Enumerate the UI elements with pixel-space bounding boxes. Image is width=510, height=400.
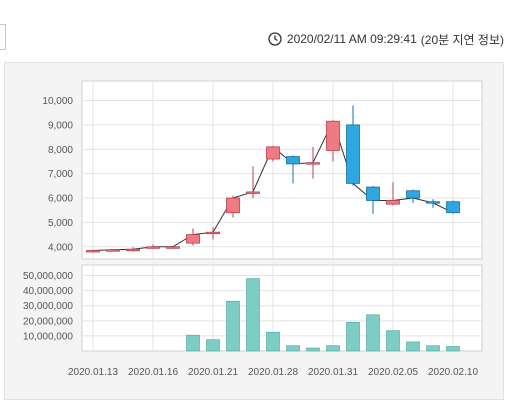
price-tick-label: 10,000 [42,96,73,107]
candle-body [426,201,440,204]
volume-bar [246,278,260,352]
volume-plot-area: 10,000,000 20,000,000 30,000,000 40,000,000… [23,264,483,352]
candle-up [146,244,160,249]
volume-bar [226,300,240,352]
volume-bar [446,346,460,352]
price-tick-label: 4,000 [48,242,73,253]
date-axis: 2020.01.13 2020.01.16 2020.01.21 2020.01.28… [68,367,478,378]
candle-body [226,197,240,214]
timestamp-header: 2020/02/11 AM 09:29:41 (20분 지연 정보) [268,30,504,48]
candle-body [326,120,340,151]
candle-body [446,201,460,214]
volume-bar [426,345,440,352]
candle-up [386,182,400,206]
candle-down [446,200,460,214]
date-tick-label: 2020.02.05 [368,367,418,378]
delay-note: (20분 지연 정보) [420,32,504,47]
volume-bar [386,330,400,352]
volume-bar [346,322,360,352]
volume-bar [406,341,420,352]
candle-up [246,166,260,199]
date-tick-label: 2020.01.13 [68,367,118,378]
candle-body [266,146,280,160]
date-tick-label: 2020.01.28 [248,367,298,378]
candle-up [206,227,220,240]
candle-up [306,146,320,179]
date-tick-label: 2020.01.16 [128,367,178,378]
candle-body [386,200,400,205]
price-tick-label: 8,000 [48,145,73,156]
volume-bar [186,334,200,352]
candle-body [186,234,200,244]
candle-down [406,189,420,203]
volume-tick-label: 50,000,000 [23,271,73,282]
candle-up [226,195,240,218]
candle-body [246,191,260,194]
volume-bar [306,347,320,352]
candle-up [326,120,340,162]
candle-up [106,249,120,252]
candle-up [266,145,280,162]
candle-body [286,156,300,165]
timestamp-text: 2020/02/11 AM 09:29:41 [286,32,417,46]
volume-bar [266,331,280,352]
candle-down [286,155,300,184]
candle-body [346,124,360,184]
candle-body [206,231,220,235]
candle-body [106,249,120,252]
candle-up [126,247,140,252]
candle-body [146,246,160,249]
volume-tick-label: 20,000,000 [23,316,73,327]
clock-icon [268,32,282,46]
candle-body [366,186,380,201]
candle-up [186,228,200,246]
candle-up [86,249,100,253]
date-tick-label: 2020.02.10 [428,367,478,378]
date-tick-label: 2020.01.21 [188,367,238,378]
volume-bar [206,339,220,352]
candle-down [366,185,380,214]
volume-bar [366,314,380,352]
volume-bar [286,345,300,352]
volume-tick-label: 10,000,000 [23,331,73,342]
volume-plot-background [81,264,483,352]
price-tick-label: 7,000 [48,169,73,180]
price-plot-area: 4,000 5,000 6,000 7,000 8,000 9,000 10,000 [42,80,483,260]
price-tick-label: 5,000 [48,218,73,229]
left-edge-control [0,24,6,50]
candle-body [306,162,320,165]
candle-up [166,245,180,249]
candle-down [346,105,360,186]
candle-body [86,250,100,253]
date-tick-label: 2020.01.31 [308,367,358,378]
price-tick-label: 9,000 [48,120,73,131]
candle-body [406,190,420,199]
price-plot-background [81,80,483,260]
price-tick-label: 6,000 [48,194,73,205]
volume-bar [326,345,340,352]
volume-tick-label: 30,000,000 [23,301,73,312]
candle-body [166,246,180,249]
candle-body [126,248,140,252]
volume-tick-label: 40,000,000 [23,286,73,297]
candle-down [426,199,440,208]
